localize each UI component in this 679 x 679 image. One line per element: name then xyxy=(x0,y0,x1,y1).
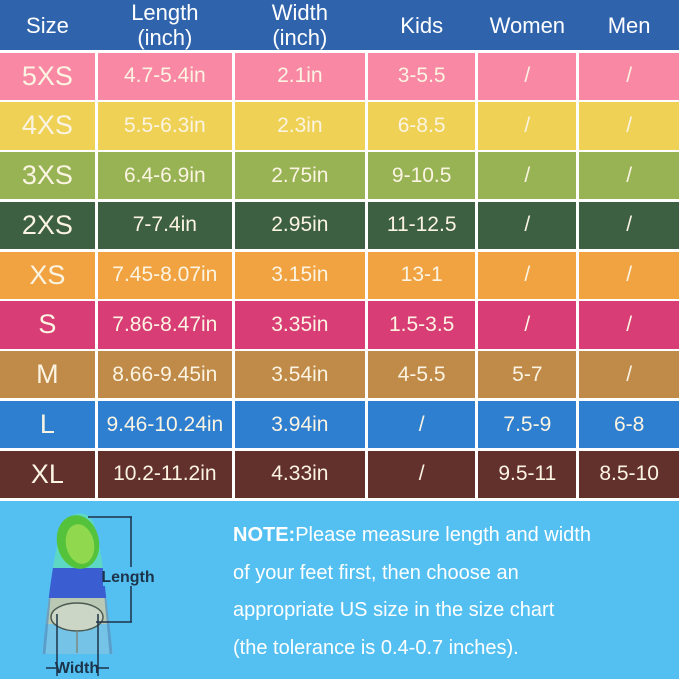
women-value: 5-7 xyxy=(478,351,577,399)
size-label: XL xyxy=(0,450,95,498)
note-line: (the tolerance is 0.4-0.7 inches). xyxy=(233,636,519,659)
width-value: 2.95in xyxy=(234,201,365,250)
width-value: 3.54in xyxy=(234,351,365,399)
size-label: 3XS xyxy=(0,152,95,200)
length-label: Length xyxy=(101,569,154,586)
table-header-row: Size Length (inch) Width (inch) Kids Wom… xyxy=(0,0,679,50)
header-kids: Kids xyxy=(400,12,444,38)
kids-value: 1.5-3.5 xyxy=(367,301,476,349)
note-label: NOTE: xyxy=(233,524,296,546)
table-row-3xs: 3XS 6.4-6.9in 2.75in 9-10.5 / / xyxy=(0,152,679,200)
header-length: Length (inch) xyxy=(131,0,199,51)
size-label: S xyxy=(0,301,95,349)
note-line: appropriate US size in the size chart xyxy=(233,599,555,621)
width-value: 2.3in xyxy=(234,102,365,150)
men-value: 8.5-10 xyxy=(579,450,679,498)
width-value: 2.1in xyxy=(234,52,365,100)
note-text: NOTE:Please measure length and width of … xyxy=(233,517,673,667)
width-value: 3.35in xyxy=(234,301,365,349)
men-value: 6-8 xyxy=(579,400,679,449)
men-value: / xyxy=(579,152,679,200)
women-value: / xyxy=(478,152,577,200)
men-value: / xyxy=(579,52,679,100)
men-value: / xyxy=(579,351,679,399)
note-line: of your feet first, then choose an xyxy=(233,561,519,584)
header-width: Width (inch) xyxy=(271,0,328,51)
women-value: / xyxy=(478,251,577,299)
width-value: 2.75in xyxy=(234,152,365,200)
women-value: 7.5-9 xyxy=(478,400,577,449)
women-value: / xyxy=(478,301,577,349)
width-value: 3.15in xyxy=(234,251,365,299)
kids-value: 6-8.5 xyxy=(367,102,476,150)
length-value: 7.45-8.07in xyxy=(97,251,232,299)
width-value: 4.33in xyxy=(234,450,365,498)
length-label-bg xyxy=(103,567,153,586)
width-label: Width xyxy=(55,660,99,677)
men-value: / xyxy=(579,102,679,150)
swim-fin-illustration: Length Width xyxy=(42,513,155,677)
size-label: 5XS xyxy=(0,52,95,100)
fin-foot-pocket xyxy=(50,515,104,653)
table-row-l: L 9.46-10.24in 3.94in / 7.5-9 6-8 xyxy=(0,400,679,449)
size-label: XS xyxy=(0,251,95,299)
women-value: / xyxy=(478,52,577,100)
size-table: Size Length (inch) Width (inch) Kids Wom… xyxy=(0,0,679,498)
table-row-xs: XS 7.45-8.07in 3.15in 13-1 / / xyxy=(0,251,679,299)
length-value: 7-7.4in xyxy=(97,201,232,250)
size-label: M xyxy=(0,351,95,399)
women-value: / xyxy=(478,201,577,250)
table-row-m: M 8.66-9.45in 3.54in 4-5.5 5-7 / xyxy=(0,351,679,399)
size-label: 2XS xyxy=(0,201,95,250)
table-row-2xs: 2XS 7-7.4in 2.95in 11-12.5 / / xyxy=(0,201,679,250)
header-men: Men xyxy=(607,12,651,38)
kids-value: 4-5.5 xyxy=(367,351,476,399)
men-value: / xyxy=(579,251,679,299)
length-value: 10.2-11.2in xyxy=(97,450,232,498)
length-value: 5.5-6.3in xyxy=(97,102,232,150)
women-value: 9.5-11 xyxy=(478,450,577,498)
kids-value: 3-5.5 xyxy=(367,52,476,100)
kids-value: 11-12.5 xyxy=(367,201,476,250)
kids-value: / xyxy=(367,450,476,498)
header-women: Women xyxy=(489,12,566,38)
header-size: Size xyxy=(26,12,69,38)
table-row-s: S 7.86-8.47in 3.35in 1.5-3.5 / / xyxy=(0,301,679,349)
note-line: NOTE:Please measure length and width xyxy=(233,524,591,546)
table-row-xl: XL 10.2-11.2in 4.33in / 9.5-11 8.5-10 xyxy=(0,450,679,498)
width-measure xyxy=(46,614,109,676)
men-value: / xyxy=(579,301,679,349)
kids-value: / xyxy=(367,400,476,449)
length-value: 7.86-8.47in xyxy=(97,301,232,349)
note-section: Length Width NOTE:Please measure length … xyxy=(0,498,679,679)
kids-value: 13-1 xyxy=(367,251,476,299)
length-value: 4.7-5.4in xyxy=(97,52,232,100)
width-value: 3.94in xyxy=(234,400,365,449)
kids-value: 9-10.5 xyxy=(367,152,476,200)
table-row-5xs: 5XS 4.7-5.4in 2.1in 3-5.5 / / xyxy=(0,52,679,100)
men-value: / xyxy=(579,201,679,250)
size-label: L xyxy=(0,400,95,449)
table-row-4xs: 4XS 5.5-6.3in 2.3in 6-8.5 / / xyxy=(0,102,679,150)
women-value: / xyxy=(478,102,577,150)
size-label: 4XS xyxy=(0,102,95,150)
length-value: 6.4-6.9in xyxy=(97,152,232,200)
length-value: 8.66-9.45in xyxy=(97,351,232,399)
length-value: 9.46-10.24in xyxy=(97,400,232,449)
